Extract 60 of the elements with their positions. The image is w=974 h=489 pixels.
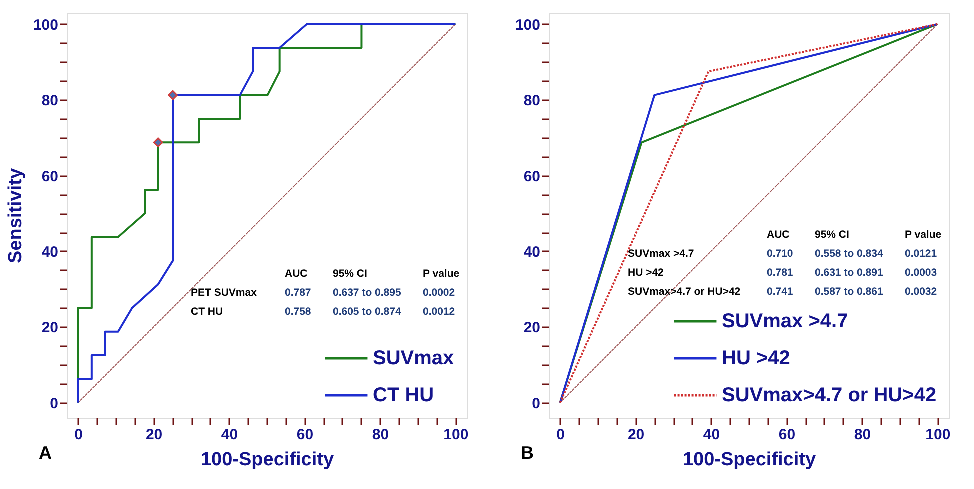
annotation: SUVmax>4.7 or HU>42 [628, 286, 741, 298]
y-tick-label: 100 [33, 16, 58, 34]
annotation: 0.787 [285, 287, 312, 299]
annotation: CT HU [191, 306, 224, 318]
x-tick-label: 80 [372, 426, 390, 444]
x-axis-title: 100-Specificity [200, 450, 334, 470]
x-tick-label: 60 [778, 426, 796, 444]
y-tick-label: 100 [515, 16, 540, 34]
annotation: 95% CI [815, 229, 850, 241]
annotation: 0.605 to 0.874 [333, 306, 402, 318]
x-tick-label: 0 [74, 426, 83, 444]
annotation: P value [423, 268, 460, 280]
x-tick-label: 80 [854, 426, 872, 444]
annotation: 0.758 [285, 306, 312, 318]
annotation: 0.781 [767, 267, 794, 279]
y-tick-label: 20 [524, 320, 540, 337]
annotation: 0.0121 [905, 248, 938, 260]
legend-label: CT HU [373, 384, 434, 406]
annotation: SUVmax >4.7 [628, 248, 694, 260]
x-tick-label: 20 [146, 426, 163, 444]
y-tick-label: 40 [42, 244, 58, 261]
y-axis-title: Sensitivity [5, 168, 26, 264]
annotation: 95% CI [333, 268, 368, 280]
annotation: 0.741 [767, 286, 794, 298]
x-tick-label: 0 [556, 426, 565, 444]
annotation: 0.631 to 0.891 [815, 267, 884, 279]
annotation: 0.558 to 0.834 [815, 248, 884, 260]
legend-label: HU >42 [722, 348, 790, 370]
x-axis-title: 100-Specificity [682, 450, 816, 470]
annotation: 0.0003 [905, 267, 938, 279]
legend-label: SUVmax [373, 348, 454, 370]
annotation: 0.0032 [905, 286, 938, 298]
y-tick-label: 60 [42, 168, 58, 186]
legend-label: SUVmax >4.7 [722, 310, 848, 332]
annotation: 0.0002 [423, 287, 456, 299]
x-tick-label: 100 [444, 426, 469, 444]
annotation: 0.0012 [423, 306, 456, 318]
y-tick-label: 20 [42, 320, 58, 337]
y-tick-label: 80 [524, 92, 540, 110]
annotation: AUC [767, 229, 790, 241]
y-tick-label: 40 [524, 244, 540, 261]
x-tick-label: 40 [221, 426, 238, 444]
text: B [521, 443, 534, 463]
y-tick-label: 80 [42, 92, 58, 110]
x-tick-label: 100 [926, 426, 951, 444]
annotation: PET SUVmax [191, 287, 258, 299]
y-tick-label: 0 [532, 395, 540, 412]
y-tick-label: 60 [524, 168, 540, 186]
annotation: HU >42 [628, 267, 664, 279]
annotation: AUC [285, 268, 308, 280]
x-tick-label: 60 [296, 426, 314, 444]
annotation: 0.710 [767, 248, 794, 260]
annotation: 0.587 to 0.861 [815, 286, 884, 298]
x-tick-label: 20 [628, 426, 645, 444]
y-tick-label: 0 [50, 395, 58, 412]
annotation: P value [905, 229, 942, 241]
x-tick-label: 40 [703, 426, 720, 444]
text: A [39, 443, 52, 463]
annotation: 0.637 to 0.895 [333, 287, 402, 299]
legend-label: SUVmax>4.7 or HU>42 [722, 384, 937, 406]
